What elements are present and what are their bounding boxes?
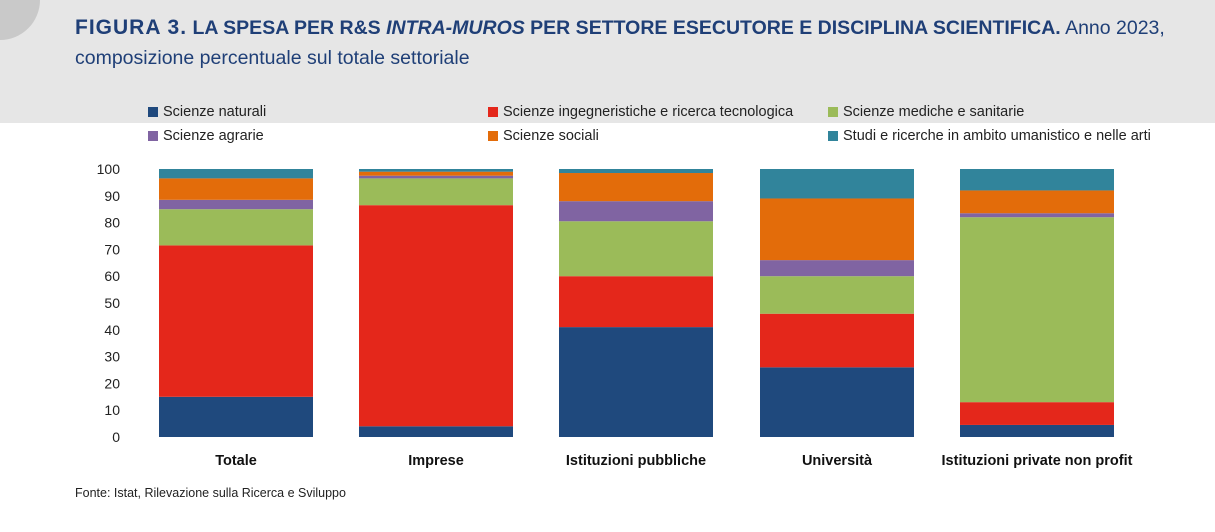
bar-segment xyxy=(960,217,1114,403)
legend-swatch xyxy=(148,107,158,117)
y-tick-label: 70 xyxy=(104,241,120,257)
title-subtitle: Anno 2023, composizione percentuale sul … xyxy=(75,17,1165,69)
legend-label: Scienze naturali xyxy=(163,104,267,120)
title-italic: INTRA-MUROS xyxy=(386,17,525,39)
y-tick-label: 80 xyxy=(104,215,120,231)
bar-segment xyxy=(359,171,513,176)
y-tick-label: 100 xyxy=(97,161,121,177)
title-main: LA SPESA PER R&S xyxy=(192,17,381,39)
figure-title: FIGURA 3. LA SPESA PER R&S INTRA-MUROS P… xyxy=(75,13,1195,73)
bar-segment xyxy=(559,169,713,174)
bar-segment xyxy=(960,169,1114,191)
bar-segment xyxy=(559,173,713,202)
y-tick-label: 30 xyxy=(104,349,120,365)
legend-label: Scienze agrarie xyxy=(163,128,264,144)
y-tick-label: 10 xyxy=(104,402,120,418)
bar-segment xyxy=(960,402,1114,425)
legend-item: Scienze naturali xyxy=(148,104,266,120)
bar-segment xyxy=(960,213,1114,218)
bar-segment xyxy=(559,327,713,437)
source-note: Fonte: Istat, Rilevazione sulla Ricerca … xyxy=(75,486,346,500)
x-category-label: Istituzioni pubbliche xyxy=(566,453,706,469)
bar-segment xyxy=(760,260,914,277)
legend-swatch xyxy=(488,131,498,141)
legend-item: Scienze mediche e sanitarie xyxy=(828,104,1024,120)
y-tick-label: 50 xyxy=(104,295,120,311)
x-category-label: Università xyxy=(802,453,873,469)
bar-segment xyxy=(159,178,313,200)
y-tick-label: 40 xyxy=(104,322,120,338)
bar-segment xyxy=(760,169,914,199)
legend-swatch xyxy=(828,107,838,117)
bar-segment xyxy=(559,276,713,328)
legend-label: Scienze mediche e sanitarie xyxy=(843,104,1025,120)
bar-segment xyxy=(559,221,713,277)
y-tick-label: 0 xyxy=(112,429,120,445)
y-tick-label: 60 xyxy=(104,268,120,284)
bar-segment xyxy=(559,201,713,222)
bar-segment xyxy=(359,205,513,427)
legend-item: Scienze ingegneristiche e ricerca tecnol… xyxy=(488,104,793,120)
header-band xyxy=(0,0,1215,123)
title-main-2: PER SETTORE ESECUTORE E DISCIPLINA SCIEN… xyxy=(530,17,1061,39)
y-tick-label: 20 xyxy=(104,375,120,391)
legend-item: Studi e ricerche in ambito umanistico e … xyxy=(828,128,1151,144)
legend-label: Scienze sociali xyxy=(503,128,599,144)
bar-segment xyxy=(159,396,313,437)
bar-segment xyxy=(760,276,914,314)
bar-segment xyxy=(359,178,513,206)
bar-segment xyxy=(760,313,914,368)
figure-label: FIGURA 3. xyxy=(75,16,188,39)
bar-segment xyxy=(760,198,914,261)
bar-segment xyxy=(159,209,313,246)
legend-label: Scienze ingegneristiche e ricerca tecnol… xyxy=(503,104,794,120)
bar-segment xyxy=(159,169,313,179)
y-tick-label: 90 xyxy=(104,188,120,204)
x-category-label: Totale xyxy=(215,453,257,469)
bar-segment xyxy=(359,175,513,179)
bar-segment xyxy=(359,169,513,172)
bar-segment xyxy=(159,245,313,397)
bar-segment xyxy=(359,426,513,437)
legend-swatch xyxy=(828,131,838,141)
bar-segment xyxy=(760,367,914,437)
bar-segment xyxy=(960,190,1114,214)
stacked-bar-chart: 0 10 20 30 40 50 60 70 80 90 100 Totale Imprese Istit… xyxy=(97,161,1133,469)
x-category-label: Istituzioni private non profit xyxy=(942,453,1133,469)
bar-segment xyxy=(159,199,313,210)
legend-swatch xyxy=(148,131,158,141)
legend-item: Scienze agrarie xyxy=(148,128,264,144)
chart-legend: Scienze naturali Scienze ingegneristiche … xyxy=(148,104,1178,152)
legend-label: Studi e ricerche in ambito umanistico e … xyxy=(843,128,1151,144)
x-category-label: Imprese xyxy=(408,453,464,469)
legend-swatch xyxy=(488,107,498,117)
bar-segment xyxy=(960,424,1114,437)
legend-item: Scienze sociali xyxy=(488,128,599,144)
